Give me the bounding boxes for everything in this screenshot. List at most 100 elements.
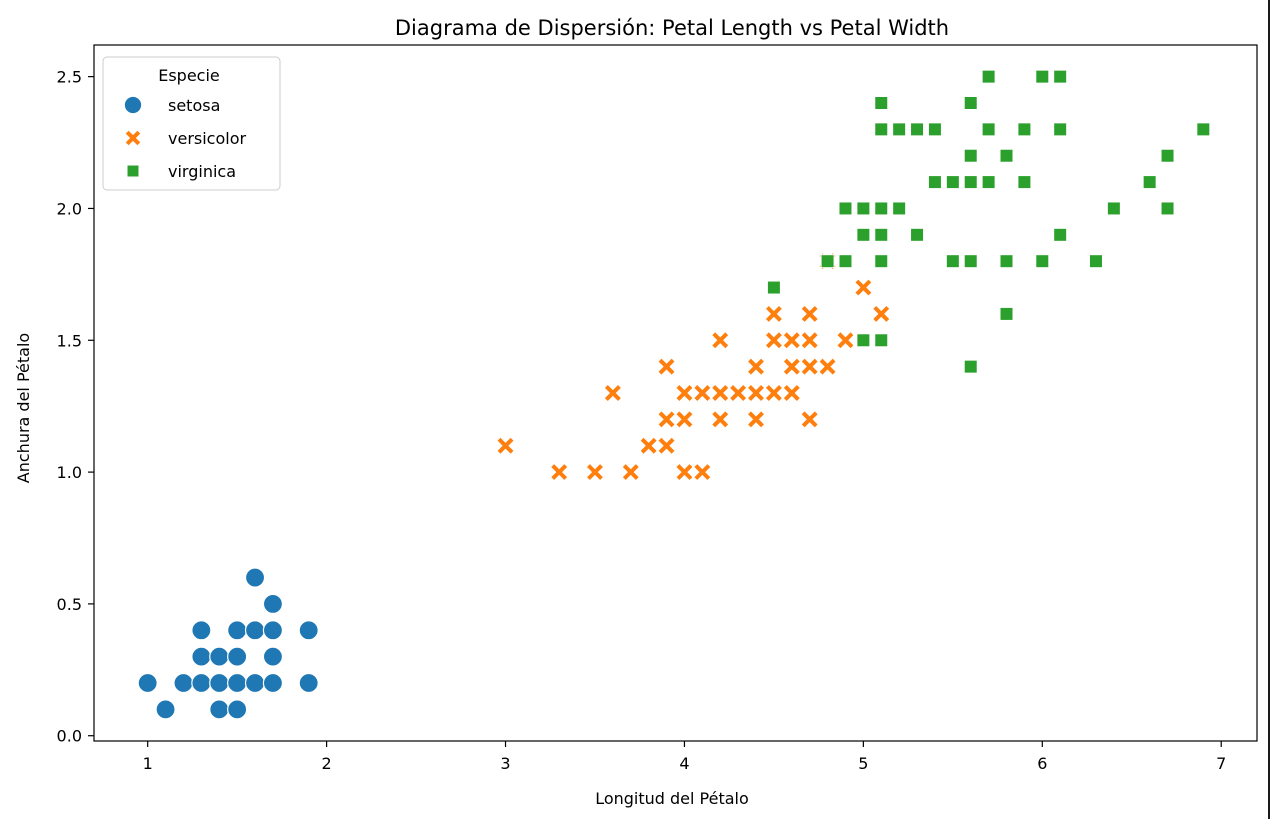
data-point-setosa [191, 646, 212, 667]
data-point-versicolor [693, 383, 712, 403]
data-point-virginica [981, 175, 996, 190]
data-point-virginica [981, 69, 996, 84]
data-point-versicolor [818, 357, 837, 376]
x-tick-label: 7 [1216, 754, 1226, 773]
data-point-virginica [963, 148, 978, 163]
data-point-virginica [892, 201, 907, 216]
data-point-versicolor [764, 383, 783, 403]
data-point-versicolor [639, 436, 658, 455]
data-point-versicolor [675, 383, 694, 403]
legend-label-virginica: virginica [168, 162, 236, 181]
data-point-versicolor [711, 331, 730, 350]
series-versicolor [496, 252, 891, 482]
data-point-virginica [874, 227, 889, 242]
legend-marker-versicolor [124, 129, 142, 147]
data-point-versicolor [800, 304, 819, 323]
data-point-virginica [963, 254, 978, 269]
data-point-setosa [227, 620, 248, 641]
data-point-setosa [209, 699, 230, 720]
data-point-setosa [262, 593, 284, 615]
ticks-layer: 1 2 3 4 5 6 7 0.0 0.5 1.0 1.5 2.0 2.5 [57, 68, 1227, 773]
data-point-virginica [874, 122, 889, 137]
data-point-virginica [838, 201, 853, 216]
data-point-virginica [999, 148, 1014, 163]
data-point-versicolor [836, 331, 855, 350]
data-point-virginica [963, 359, 978, 374]
data-point-virginica [856, 201, 871, 216]
data-point-virginica [874, 96, 889, 110]
y-tick-label: 0.0 [57, 727, 82, 746]
data-point-virginica [1053, 227, 1068, 242]
data-point-versicolor [585, 463, 605, 482]
data-point-versicolor [657, 410, 676, 429]
data-point-virginica [1035, 69, 1050, 84]
data-point-versicolor [603, 383, 622, 403]
data-point-versicolor [782, 383, 801, 403]
data-point-virginica [874, 254, 889, 269]
data-point-versicolor [746, 357, 766, 376]
data-point-virginica [910, 227, 925, 242]
legend-label-versicolor: versicolor [168, 129, 246, 148]
data-point-virginica [1106, 201, 1121, 216]
data-point-virginica [856, 333, 871, 348]
data-point-versicolor [782, 357, 801, 376]
data-point-virginica [981, 122, 996, 137]
data-point-virginica [910, 122, 925, 137]
y-axis-label: Anchura del Pétalo [14, 333, 33, 483]
chart-title: Diagrama de Dispersión: Petal Length vs … [395, 16, 949, 40]
data-point-versicolor [800, 357, 819, 376]
data-point-virginica [766, 280, 781, 295]
data-point-setosa [191, 672, 212, 694]
data-point-versicolor [764, 304, 783, 323]
data-point-virginica [963, 175, 978, 190]
points-layer [137, 69, 1211, 720]
data-point-versicolor [746, 383, 766, 403]
data-point-virginica [1142, 175, 1157, 190]
x-tick-label: 2 [322, 754, 332, 773]
data-point-setosa [244, 672, 266, 694]
data-point-virginica [892, 122, 907, 137]
data-point-setosa [209, 646, 230, 667]
data-point-virginica [927, 175, 942, 190]
data-point-versicolor [782, 331, 801, 350]
x-axis-label: Longitud del Pétalo [595, 789, 749, 808]
data-point-setosa [298, 672, 319, 694]
window-right-edge [1268, 0, 1270, 819]
legend-title: Especie [158, 66, 220, 85]
data-point-virginica [1035, 254, 1050, 269]
data-point-setosa [191, 620, 212, 641]
data-point-versicolor [746, 410, 766, 429]
data-point-versicolor [711, 410, 730, 429]
data-point-setosa [227, 699, 248, 720]
data-point-setosa [244, 567, 266, 588]
data-point-setosa [209, 672, 230, 694]
data-point-virginica [1017, 122, 1032, 137]
x-tick-label: 4 [679, 754, 689, 773]
data-point-virginica [1053, 122, 1068, 137]
data-point-versicolor [872, 304, 891, 323]
plot-area-frame [93, 44, 1258, 742]
data-point-versicolor [729, 383, 748, 403]
data-point-setosa [227, 672, 248, 694]
data-point-versicolor [764, 331, 783, 350]
data-point-setosa [244, 620, 266, 641]
x-tick-label: 1 [143, 754, 153, 773]
data-point-virginica [1160, 148, 1175, 163]
data-point-setosa [173, 672, 194, 694]
legend-label-setosa: setosa [168, 96, 220, 115]
data-point-virginica [1160, 201, 1175, 216]
data-point-setosa [262, 672, 284, 694]
data-point-virginica [874, 333, 889, 348]
data-point-versicolor [675, 463, 694, 482]
data-point-versicolor [800, 331, 819, 350]
data-point-versicolor [711, 383, 730, 403]
data-point-virginica [1196, 122, 1211, 137]
data-point-setosa [262, 620, 284, 641]
data-point-versicolor [657, 436, 676, 455]
y-tick-label: 2.5 [57, 68, 82, 87]
legend-marker-virginica [126, 164, 140, 178]
data-point-versicolor [854, 278, 873, 297]
data-point-setosa [137, 672, 158, 694]
data-point-virginica [838, 254, 853, 269]
